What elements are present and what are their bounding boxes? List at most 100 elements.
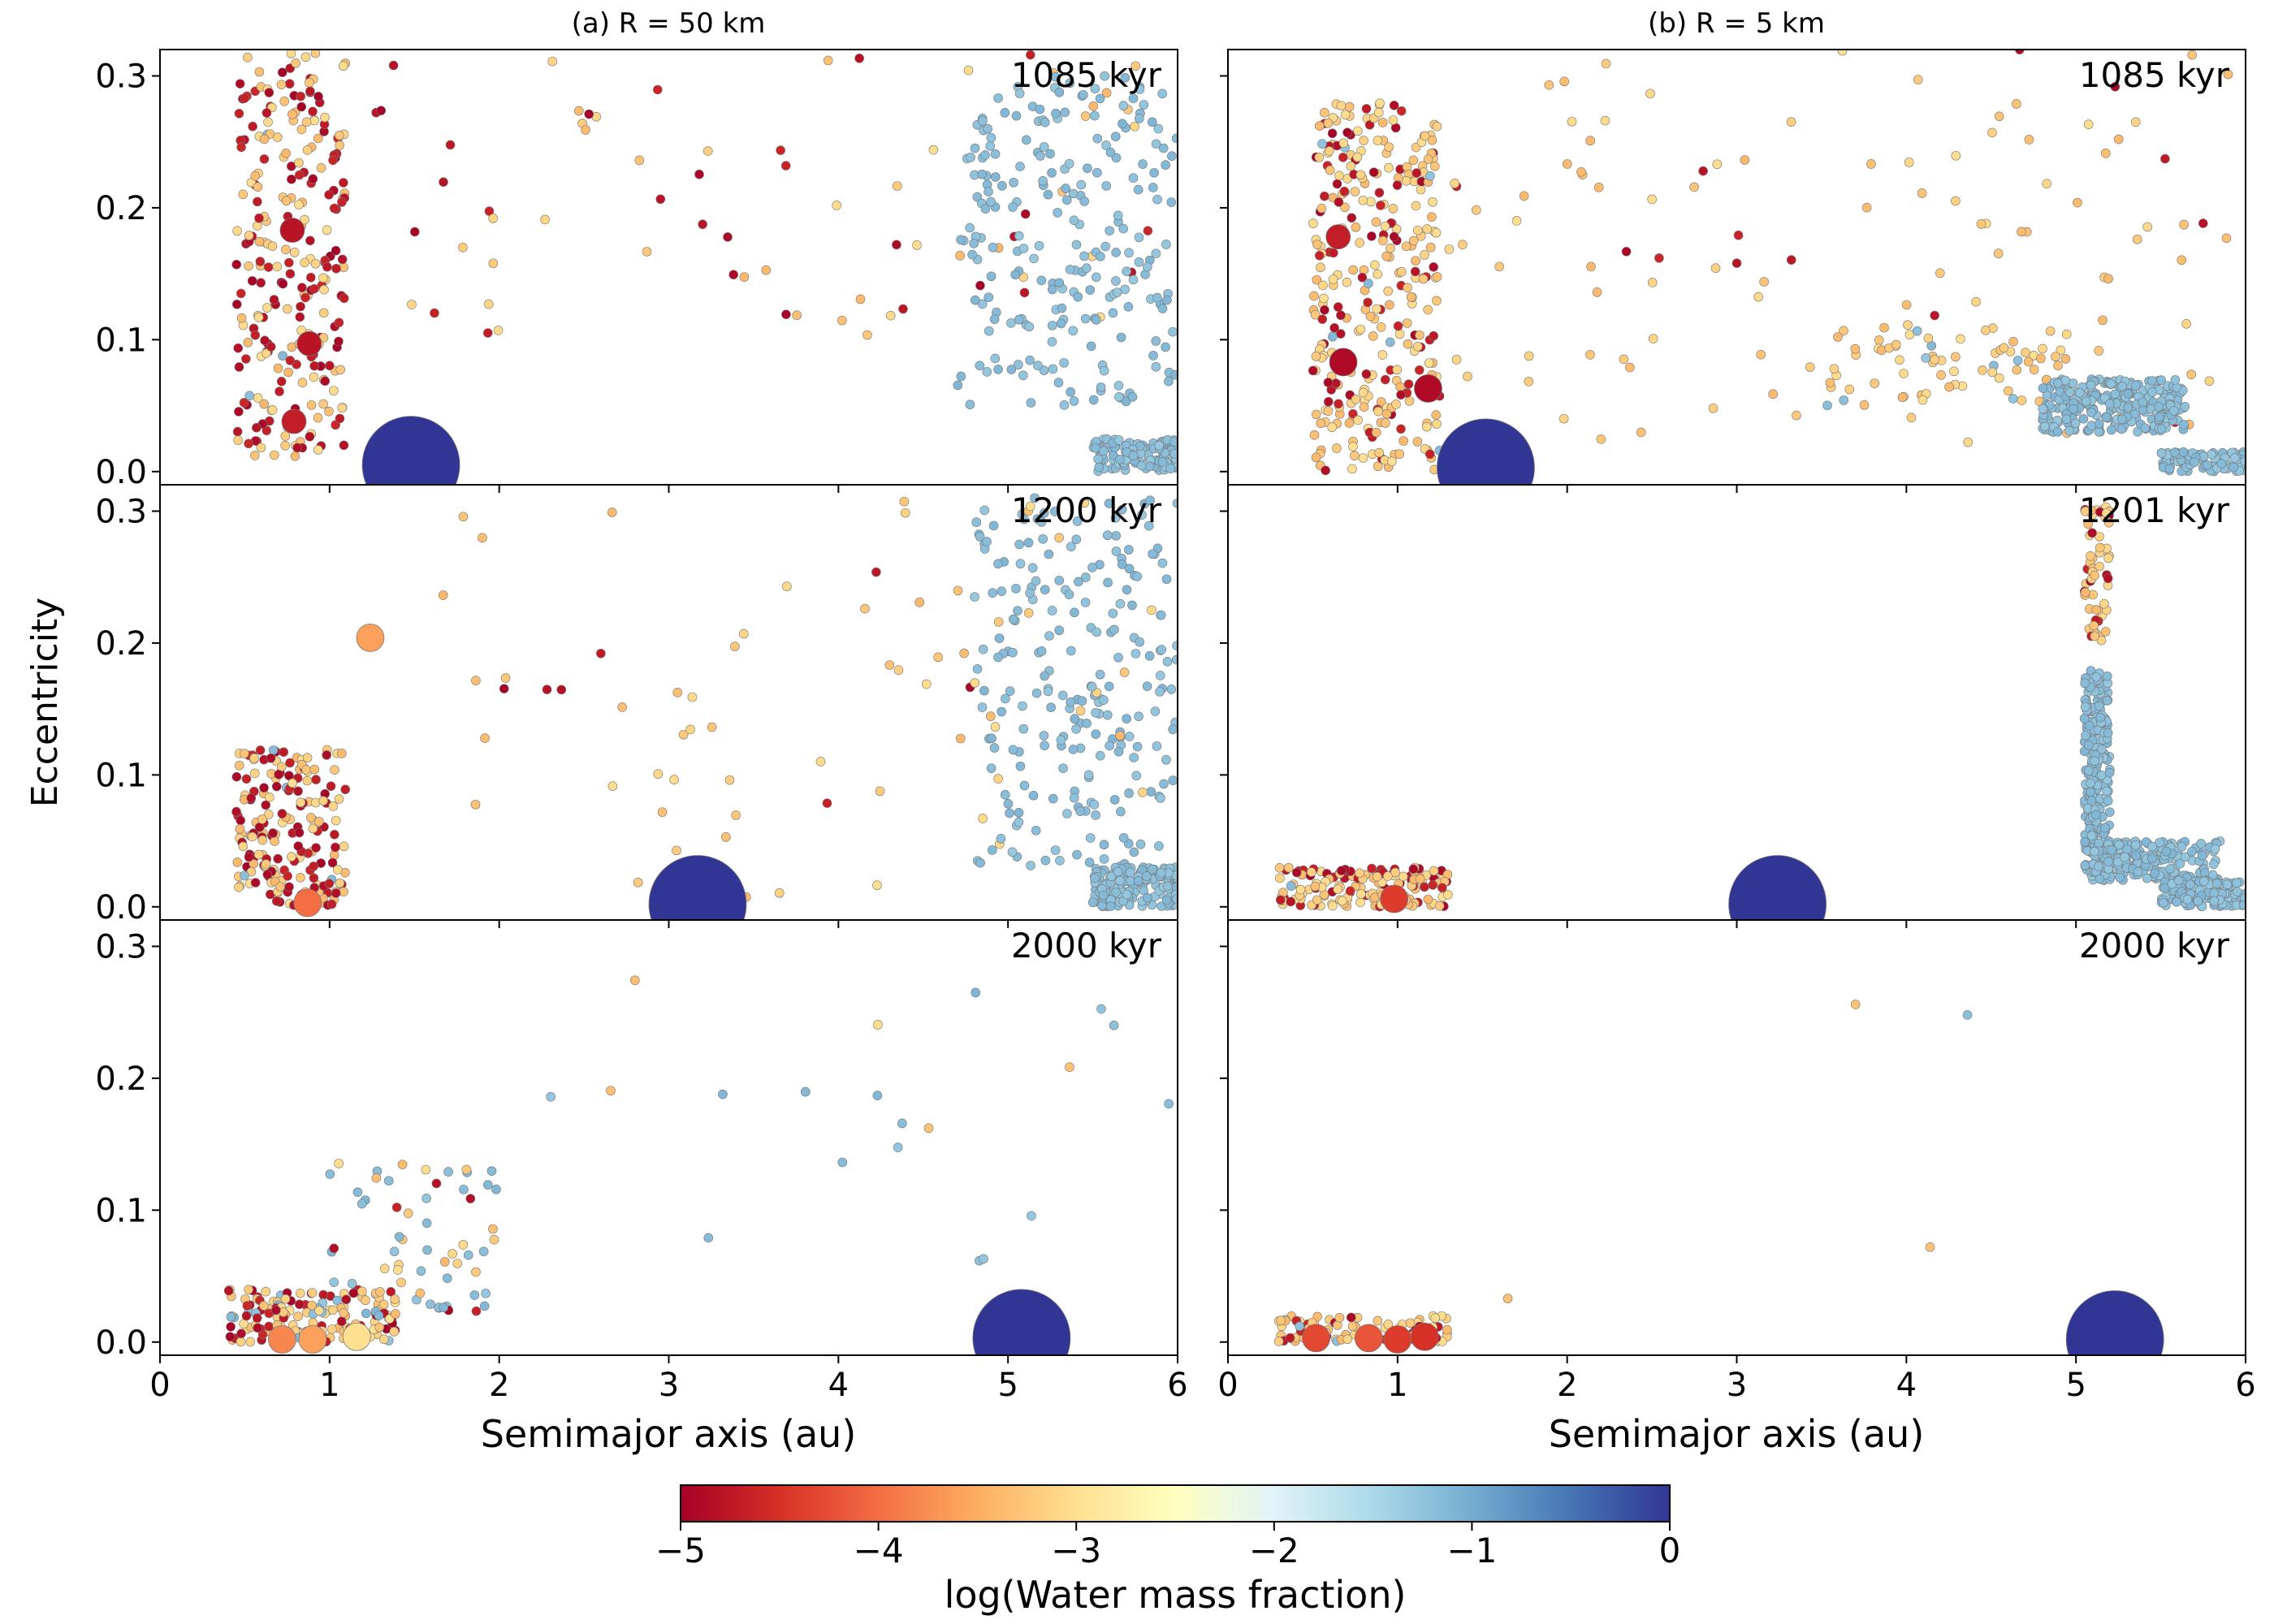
particle [2147, 387, 2157, 397]
particle [1056, 318, 1066, 329]
particle [1073, 292, 1083, 302]
particle [1132, 572, 1143, 581]
particle [253, 1323, 263, 1333]
particle [1647, 278, 1658, 287]
particle [988, 520, 999, 531]
x-axis-label-a: Semimajor axis (au) [481, 1412, 857, 1456]
particle [2080, 678, 2090, 689]
particle [329, 203, 339, 214]
particle [556, 685, 567, 695]
particle [989, 314, 1000, 324]
particle [1106, 871, 1117, 882]
particle [1429, 162, 1440, 171]
particle [2029, 365, 2039, 374]
particle [334, 1159, 344, 1168]
particle [2173, 875, 2184, 886]
particle [1151, 139, 1161, 149]
particle [307, 1288, 318, 1298]
particle [249, 753, 259, 763]
particle [2114, 840, 2125, 850]
particle [1471, 205, 1481, 215]
particle [1102, 710, 1113, 720]
particle [239, 398, 249, 408]
particle [308, 823, 318, 834]
particle [422, 1218, 432, 1229]
particle [1158, 143, 1169, 153]
particle [1102, 530, 1113, 541]
particle [2105, 399, 2115, 408]
particle [1079, 498, 1089, 508]
particle [1065, 78, 1075, 89]
particle [1358, 195, 1368, 205]
particle [885, 310, 896, 321]
particle [2053, 378, 2063, 388]
particle [1075, 706, 1086, 716]
particle [1161, 342, 1170, 352]
particle [1374, 188, 1385, 198]
particle [293, 786, 303, 797]
particle [1336, 329, 1346, 339]
particle [1013, 606, 1022, 615]
particle [1364, 279, 1373, 288]
particle [2179, 420, 2189, 430]
particle [329, 386, 339, 395]
particle [1079, 251, 1089, 261]
colorbar-tick-label: −2 [1249, 1531, 1299, 1570]
jupiter-marker [1437, 418, 1535, 485]
particle [287, 175, 296, 184]
particle [1152, 292, 1162, 303]
particle [1340, 202, 1350, 213]
particle [1308, 218, 1318, 228]
particle [307, 1300, 317, 1311]
particle [294, 158, 304, 168]
particle [776, 145, 785, 155]
column-title-a: (a) R = 50 km [572, 7, 766, 40]
particle [266, 342, 276, 352]
particle [1355, 170, 1366, 180]
particle [1117, 504, 1127, 515]
particle [996, 834, 1006, 844]
particle [1451, 355, 1462, 365]
particle [1432, 272, 1442, 282]
particle [409, 227, 420, 237]
particle [1137, 510, 1147, 520]
particle [1323, 118, 1334, 128]
particle [983, 123, 992, 134]
particle [1994, 373, 2004, 383]
particle [2053, 361, 2063, 370]
particle [1092, 133, 1103, 144]
particle [963, 65, 974, 76]
particle [319, 284, 329, 295]
particle [1090, 84, 1100, 93]
particle [1010, 270, 1021, 280]
particle [339, 178, 348, 188]
particle [1097, 901, 1107, 911]
particle [316, 163, 326, 173]
particle [297, 378, 308, 388]
particle [1091, 729, 1101, 739]
particle [1061, 184, 1070, 193]
particle [244, 852, 254, 862]
particle [1388, 204, 1399, 214]
particle [2070, 418, 2081, 428]
particle [479, 1301, 490, 1311]
particle [478, 533, 487, 543]
particle [1161, 895, 1172, 905]
particle [1118, 832, 1129, 843]
particle [965, 222, 975, 233]
particle [238, 841, 249, 852]
particle [1068, 326, 1079, 336]
particle [2102, 696, 2112, 706]
particle [1971, 296, 1981, 307]
particle [313, 445, 323, 455]
embryo-marker [1414, 374, 1442, 403]
particle [955, 250, 965, 261]
particle [231, 806, 241, 817]
y-tick-label: 0.2 [95, 1060, 147, 1098]
particle [1091, 810, 1100, 820]
particle [337, 749, 347, 758]
particle [327, 857, 338, 868]
particle [1129, 847, 1139, 857]
particle [326, 781, 336, 792]
particle [1086, 341, 1096, 352]
